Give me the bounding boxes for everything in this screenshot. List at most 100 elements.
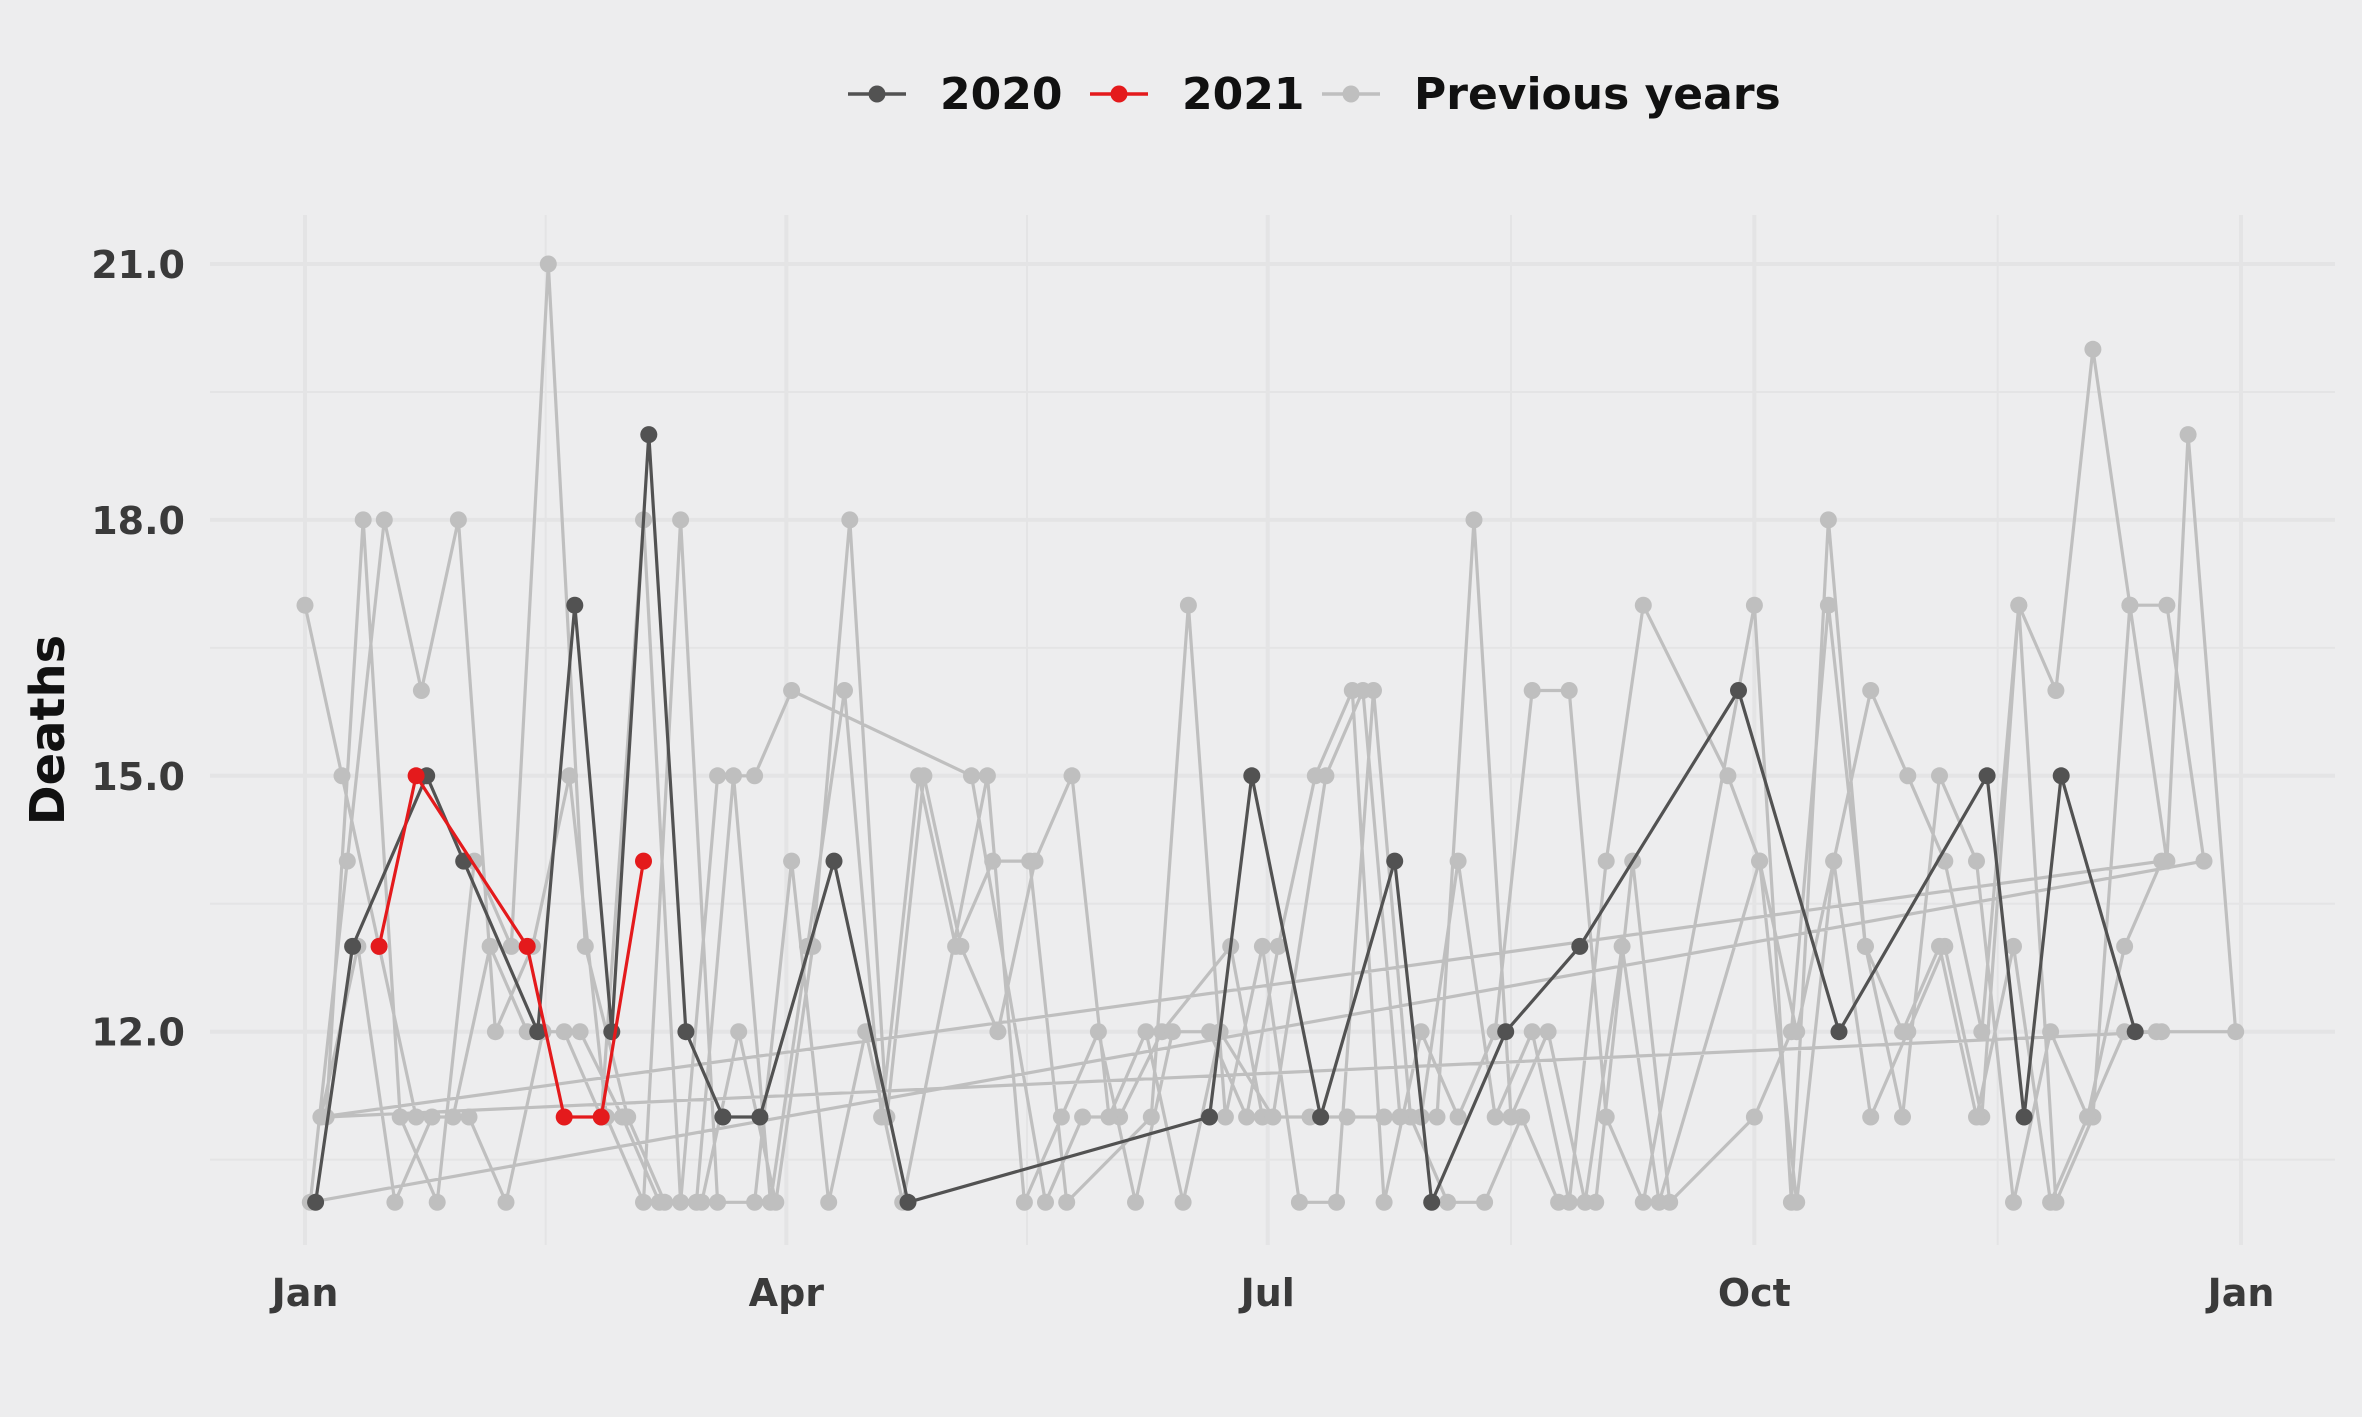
data-point <box>1830 1023 1848 1041</box>
data-point <box>1137 1023 1155 1041</box>
data-point <box>725 767 742 785</box>
data-point <box>1238 1108 1256 1126</box>
data-point <box>2047 682 2065 699</box>
data-point <box>1375 1193 1393 1211</box>
y-axis-ticks: 12.0 15.0 18.0 21.0 <box>91 243 185 1055</box>
data-point <box>746 767 764 785</box>
data-point <box>1560 682 1578 699</box>
data-point <box>1375 1108 1393 1126</box>
data-point <box>1597 852 1615 870</box>
data-point <box>746 1193 764 1211</box>
data-point <box>1899 767 1917 785</box>
data-point <box>1576 1193 1594 1211</box>
data-point <box>1497 1023 1515 1041</box>
data-point <box>555 1108 573 1126</box>
data-point <box>333 767 351 785</box>
series-2020 <box>307 426 2144 1211</box>
data-point <box>2179 426 2197 444</box>
data-point <box>576 937 594 955</box>
data-point <box>978 767 996 785</box>
data-point <box>2042 1193 2060 1211</box>
series-line <box>377 774 646 1119</box>
data-point <box>375 511 393 529</box>
data-point <box>407 1108 425 1126</box>
data-point <box>1634 596 1652 614</box>
data-point <box>672 1193 690 1211</box>
data-point <box>952 937 970 955</box>
data-point <box>677 1023 695 1041</box>
data-point <box>820 1193 838 1211</box>
data-point <box>444 1108 462 1126</box>
data-point <box>1058 1193 1076 1211</box>
data-point <box>2158 852 2176 870</box>
data-point <box>836 682 853 699</box>
series-line <box>314 433 2137 1204</box>
data-point <box>1328 1193 1345 1211</box>
data-point <box>555 1023 573 1041</box>
data-point <box>2005 1193 2022 1211</box>
data-point <box>1502 1108 1520 1126</box>
data-point <box>1317 767 1335 785</box>
data-point <box>709 767 727 785</box>
legend-key-point <box>868 85 886 103</box>
data-point <box>1550 1193 1568 1211</box>
data-point <box>899 1193 917 1211</box>
data-point <box>1423 1193 1441 1211</box>
data-point <box>1142 1108 1160 1126</box>
data-point <box>1449 1108 1467 1126</box>
data-point <box>1243 767 1261 785</box>
data-point <box>2052 767 2070 785</box>
data-point <box>566 596 584 614</box>
data-point <box>989 1023 1007 1041</box>
data-point <box>1862 682 1880 699</box>
data-point <box>391 1108 409 1126</box>
data-point <box>1978 767 1996 785</box>
data-point <box>307 1193 325 1211</box>
data-point <box>1465 511 1483 529</box>
data-point <box>2015 1108 2033 1126</box>
data-point <box>481 937 499 955</box>
data-point <box>841 511 859 529</box>
data-point <box>1412 1023 1430 1041</box>
data-point <box>2079 1108 2097 1126</box>
data-point <box>2195 852 2213 870</box>
y-tick-label: 21.0 <box>91 243 185 287</box>
y-tick-label: 18.0 <box>91 499 185 543</box>
data-point <box>497 1193 515 1211</box>
data-point <box>2005 937 2022 955</box>
data-point <box>2147 1023 2165 1041</box>
data-point <box>1074 1108 1092 1126</box>
grid-lines <box>210 215 2335 1245</box>
data-point <box>1968 852 1985 870</box>
data-point <box>460 1108 478 1126</box>
data-point <box>449 511 467 529</box>
data-point <box>1486 1108 1504 1126</box>
data-point <box>751 1108 769 1126</box>
data-point <box>709 1193 727 1211</box>
data-point <box>1174 1193 1192 1211</box>
data-point <box>619 1108 637 1126</box>
legend-label: Previous years <box>1414 69 1781 120</box>
x-tick-label: Apr <box>749 1271 825 1315</box>
data-point <box>635 1193 652 1211</box>
data-point <box>1063 767 1081 785</box>
data-point <box>2126 1023 2144 1041</box>
series-2021 <box>370 767 652 1126</box>
data-point <box>693 1193 711 1211</box>
data-point <box>1338 1108 1356 1126</box>
data-point <box>1523 1023 1541 1041</box>
data-point <box>2116 937 2134 955</box>
data-point <box>1719 767 1737 785</box>
data-point <box>370 937 388 955</box>
data-point <box>1968 1108 1985 1126</box>
data-point <box>2042 1023 2060 1041</box>
data-point <box>656 1193 674 1211</box>
data-point <box>592 1108 610 1126</box>
data-point <box>539 255 557 273</box>
data-point <box>1894 1108 1911 1126</box>
data-point <box>502 937 520 955</box>
legend-item: Previous years <box>1322 69 1781 120</box>
data-point <box>338 852 356 870</box>
data-point <box>423 1108 441 1126</box>
